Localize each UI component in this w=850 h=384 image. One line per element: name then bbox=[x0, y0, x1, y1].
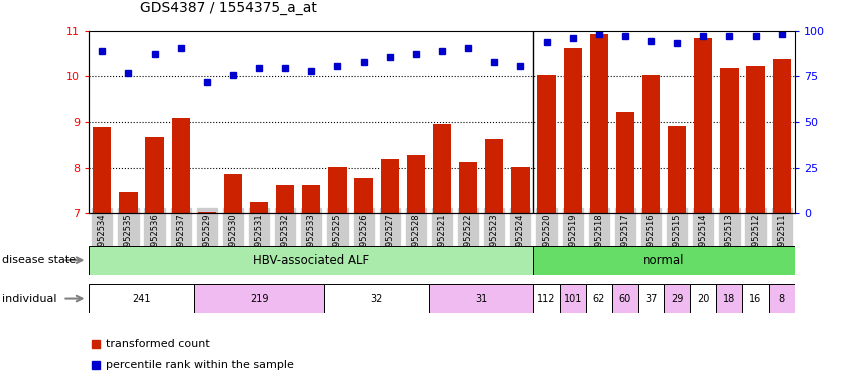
Text: normal: normal bbox=[643, 254, 685, 266]
Bar bbox=[537, 75, 556, 213]
Bar bbox=[94, 127, 111, 213]
Text: 219: 219 bbox=[250, 293, 269, 304]
Bar bbox=[325, 284, 429, 313]
Bar bbox=[746, 66, 765, 213]
Text: percentile rank within the sample: percentile rank within the sample bbox=[106, 360, 294, 370]
Bar bbox=[250, 202, 269, 213]
Bar bbox=[511, 167, 530, 213]
Bar bbox=[459, 162, 477, 213]
Bar bbox=[768, 284, 795, 313]
Text: 20: 20 bbox=[697, 293, 710, 304]
Bar bbox=[119, 192, 138, 213]
Bar bbox=[668, 126, 686, 213]
Bar bbox=[89, 284, 194, 313]
Bar bbox=[773, 59, 790, 213]
Bar bbox=[559, 284, 586, 313]
Bar bbox=[224, 174, 242, 213]
Text: individual: individual bbox=[2, 293, 56, 304]
Bar bbox=[433, 124, 451, 213]
Text: 112: 112 bbox=[537, 293, 556, 304]
Bar bbox=[381, 159, 399, 213]
Bar bbox=[564, 48, 581, 213]
Text: 37: 37 bbox=[645, 293, 657, 304]
Bar bbox=[303, 185, 320, 213]
Bar bbox=[638, 284, 664, 313]
Bar bbox=[406, 155, 425, 213]
Text: 62: 62 bbox=[592, 293, 605, 304]
Bar bbox=[198, 212, 216, 213]
Bar bbox=[145, 137, 164, 213]
Bar bbox=[89, 246, 534, 275]
Bar bbox=[534, 246, 795, 275]
Text: HBV-associated ALF: HBV-associated ALF bbox=[253, 254, 370, 266]
Text: 16: 16 bbox=[750, 293, 762, 304]
Text: 101: 101 bbox=[564, 293, 582, 304]
Text: 241: 241 bbox=[133, 293, 150, 304]
Bar bbox=[276, 185, 294, 213]
Bar bbox=[664, 284, 690, 313]
Bar bbox=[586, 284, 612, 313]
Bar bbox=[534, 284, 559, 313]
Bar bbox=[194, 284, 325, 313]
Bar bbox=[690, 284, 717, 313]
Bar bbox=[590, 35, 608, 213]
Bar bbox=[328, 167, 347, 213]
Text: transformed count: transformed count bbox=[106, 339, 210, 349]
Bar bbox=[642, 75, 660, 213]
Bar bbox=[429, 284, 534, 313]
Text: 31: 31 bbox=[475, 293, 487, 304]
Text: 60: 60 bbox=[619, 293, 631, 304]
Bar bbox=[172, 118, 190, 213]
Bar bbox=[612, 284, 638, 313]
Text: 32: 32 bbox=[371, 293, 383, 304]
Text: 8: 8 bbox=[779, 293, 785, 304]
Bar bbox=[615, 112, 634, 213]
Bar bbox=[717, 284, 743, 313]
Text: 18: 18 bbox=[723, 293, 735, 304]
Bar bbox=[354, 177, 373, 213]
Bar bbox=[485, 139, 503, 213]
Bar bbox=[694, 38, 712, 213]
Bar bbox=[720, 68, 739, 213]
Text: 29: 29 bbox=[671, 293, 683, 304]
Text: GDS4387 / 1554375_a_at: GDS4387 / 1554375_a_at bbox=[140, 2, 317, 15]
Text: disease state: disease state bbox=[2, 255, 76, 265]
Bar bbox=[743, 284, 768, 313]
